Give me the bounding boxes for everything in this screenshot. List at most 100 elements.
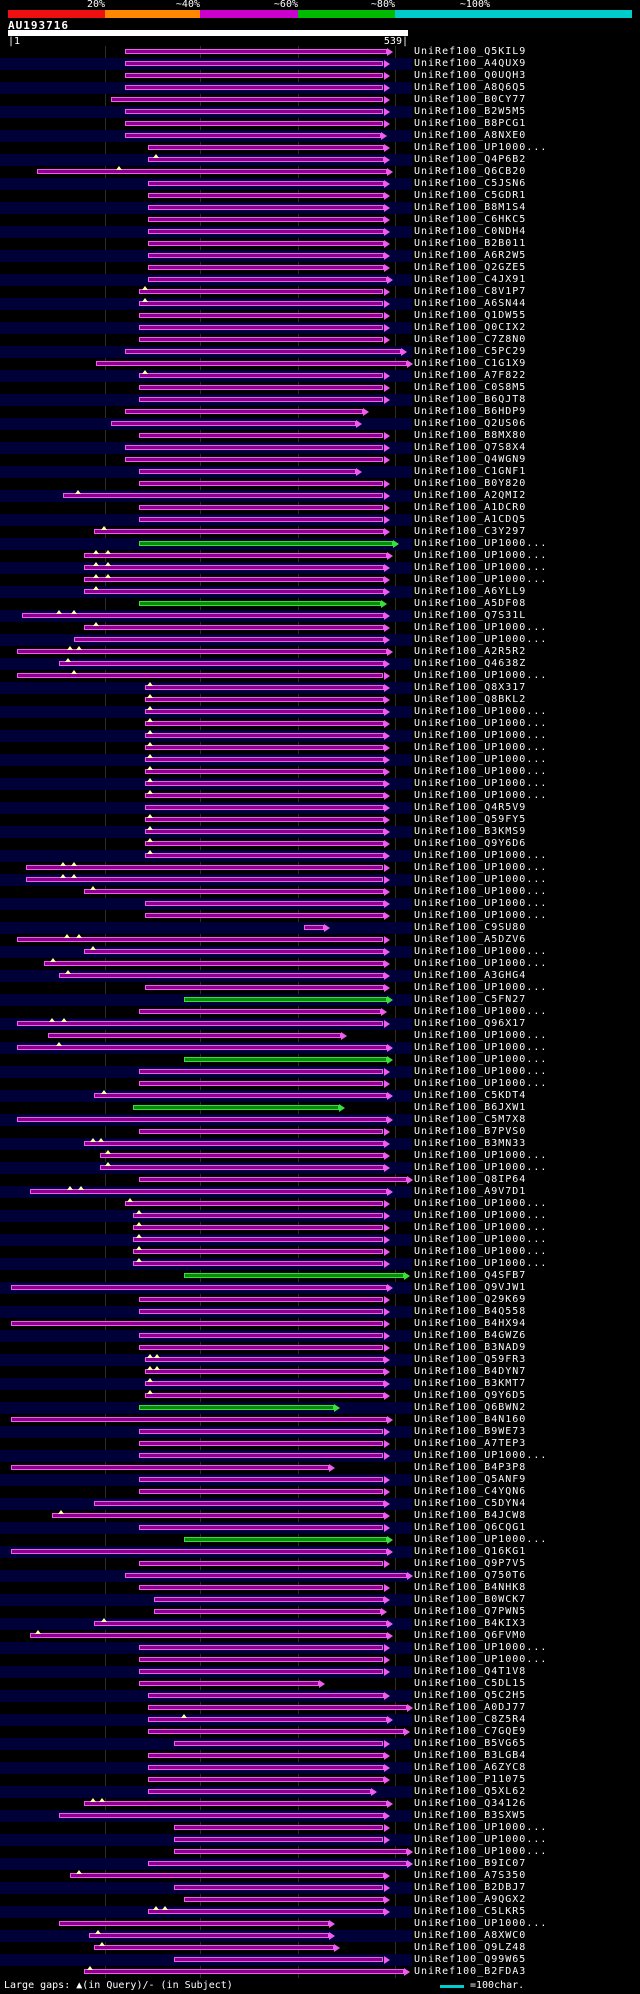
hit-alignment-bar[interactable]: [139, 289, 384, 294]
hit-alignment-bar[interactable]: [16, 673, 384, 678]
hit-alignment-bar[interactable]: [148, 157, 384, 162]
hit-alignment-bar[interactable]: [84, 889, 384, 894]
hit-label[interactable]: UniRef100_Q8X317: [414, 682, 527, 693]
hit-label[interactable]: UniRef100_UP1000...: [414, 1846, 548, 1857]
hit-alignment-bar[interactable]: [148, 1717, 388, 1722]
hit-alignment-bar[interactable]: [59, 1813, 384, 1818]
hit-label[interactable]: UniRef100_C5FN27: [414, 994, 527, 1005]
hit-alignment-bar[interactable]: [84, 625, 384, 630]
hit-alignment-bar[interactable]: [174, 1741, 384, 1746]
hit-label[interactable]: UniRef100_B8M1S4: [414, 202, 527, 213]
hit-alignment-bar[interactable]: [144, 985, 384, 990]
hit-alignment-bar[interactable]: [133, 1249, 384, 1254]
hit-alignment-bar[interactable]: [144, 1381, 384, 1386]
hit-alignment-bar[interactable]: [139, 1585, 384, 1590]
hit-label[interactable]: UniRef100_A7TEP3: [414, 1438, 527, 1449]
hit-label[interactable]: UniRef100_B4DYN7: [414, 1366, 527, 1377]
hit-alignment-bar[interactable]: [139, 325, 384, 330]
hit-alignment-bar[interactable]: [139, 1441, 384, 1446]
hit-label[interactable]: UniRef100_B4NHK8: [414, 1582, 527, 1593]
hit-label[interactable]: UniRef100_Q9Y6D6: [414, 838, 527, 849]
hit-label[interactable]: UniRef100_UP1000...: [414, 1150, 548, 1161]
hit-alignment-bar[interactable]: [174, 1837, 384, 1842]
hit-alignment-bar[interactable]: [29, 1633, 388, 1638]
hit-alignment-bar[interactable]: [148, 1765, 384, 1770]
hit-label[interactable]: UniRef100_B4JCW8: [414, 1510, 527, 1521]
hit-alignment-bar[interactable]: [139, 1333, 384, 1338]
hit-label[interactable]: UniRef100_UP1000...: [414, 622, 548, 633]
hit-label[interactable]: UniRef100_B6JXW1: [414, 1102, 527, 1113]
hit-label[interactable]: UniRef100_UP1000...: [414, 946, 548, 957]
hit-alignment-bar[interactable]: [144, 913, 384, 918]
hit-alignment-bar[interactable]: [139, 1297, 384, 1302]
hit-alignment-bar[interactable]: [139, 1081, 384, 1086]
hit-label[interactable]: UniRef100_Q5C2H5: [414, 1690, 527, 1701]
hit-alignment-bar[interactable]: [84, 553, 388, 558]
hit-label[interactable]: UniRef100_Q59FR3: [414, 1354, 527, 1365]
hit-label[interactable]: UniRef100_Q4R5V9: [414, 802, 527, 813]
hit-alignment-bar[interactable]: [304, 925, 325, 930]
hit-label[interactable]: UniRef100_UP1000...: [414, 958, 548, 969]
hit-alignment-bar[interactable]: [144, 685, 384, 690]
hit-label[interactable]: UniRef100_B2B011: [414, 238, 527, 249]
hit-label[interactable]: UniRef100_Q9LZ48: [414, 1942, 527, 1953]
hit-alignment-bar[interactable]: [154, 1597, 384, 1602]
hit-label[interactable]: UniRef100_A5DZV6: [414, 934, 527, 945]
hit-alignment-bar[interactable]: [139, 1561, 384, 1566]
hit-alignment-bar[interactable]: [174, 1825, 384, 1830]
hit-alignment-bar[interactable]: [10, 1285, 388, 1290]
hit-alignment-bar[interactable]: [144, 721, 384, 726]
hit-label[interactable]: UniRef100_B3KMS9: [414, 826, 527, 837]
hit-label[interactable]: UniRef100_B3MN33: [414, 1138, 527, 1149]
hit-alignment-bar[interactable]: [139, 1309, 384, 1314]
hit-label[interactable]: UniRef100_Q5XL62: [414, 1786, 527, 1797]
hit-label[interactable]: UniRef100_UP1000...: [414, 754, 548, 765]
hit-label[interactable]: UniRef100_Q34126: [414, 1798, 527, 1809]
hit-label[interactable]: UniRef100_C8Z5R4: [414, 1714, 527, 1725]
hit-alignment-bar[interactable]: [139, 601, 381, 606]
hit-label[interactable]: UniRef100_C4JX91: [414, 274, 527, 285]
hit-alignment-bar[interactable]: [111, 97, 384, 102]
hit-label[interactable]: UniRef100_B8MX80: [414, 430, 527, 441]
hit-alignment-bar[interactable]: [124, 409, 364, 414]
hit-label[interactable]: UniRef100_B9IC07: [414, 1858, 527, 1869]
hit-label[interactable]: UniRef100_Q5KIL9: [414, 46, 527, 57]
hit-label[interactable]: UniRef100_A2QMI2: [414, 490, 527, 501]
hit-alignment-bar[interactable]: [124, 85, 384, 90]
hit-alignment-bar[interactable]: [84, 1801, 388, 1806]
hit-alignment-bar[interactable]: [48, 1033, 342, 1038]
hit-label[interactable]: UniRef100_UP1000...: [414, 910, 548, 921]
hit-alignment-bar[interactable]: [148, 1909, 384, 1914]
hit-label[interactable]: UniRef100_Q4WGN9: [414, 454, 527, 465]
hit-alignment-bar[interactable]: [174, 1885, 384, 1890]
hit-label[interactable]: UniRef100_B8PCG1: [414, 118, 527, 129]
hit-label[interactable]: UniRef100_C8V1P7: [414, 286, 527, 297]
hit-alignment-bar[interactable]: [139, 1489, 384, 1494]
hit-alignment-bar[interactable]: [144, 733, 384, 738]
hit-label[interactable]: UniRef100_B4Q558: [414, 1306, 527, 1317]
hit-alignment-bar[interactable]: [174, 1957, 384, 1962]
hit-label[interactable]: UniRef100_B4KIX3: [414, 1618, 527, 1629]
hit-label[interactable]: UniRef100_UP1000...: [414, 778, 548, 789]
hit-alignment-bar[interactable]: [22, 613, 384, 618]
hit-label[interactable]: UniRef100_B3SXW5: [414, 1810, 527, 1821]
hit-alignment-bar[interactable]: [174, 1849, 407, 1854]
hit-label[interactable]: UniRef100_UP1000...: [414, 1054, 548, 1065]
hit-alignment-bar[interactable]: [133, 1261, 384, 1266]
hit-label[interactable]: UniRef100_Q2GZE5: [414, 262, 527, 273]
hit-alignment-bar[interactable]: [124, 121, 384, 126]
hit-label[interactable]: UniRef100_UP1000...: [414, 574, 548, 585]
hit-alignment-bar[interactable]: [144, 781, 384, 786]
hit-alignment-bar[interactable]: [144, 1357, 384, 1362]
hit-alignment-bar[interactable]: [148, 1777, 384, 1782]
hit-alignment-bar[interactable]: [124, 49, 388, 54]
hit-alignment-bar[interactable]: [124, 61, 384, 66]
hit-label[interactable]: UniRef100_UP1000...: [414, 670, 548, 681]
hit-label[interactable]: UniRef100_C7GQE9: [414, 1726, 527, 1737]
hit-label[interactable]: UniRef100_UP1000...: [414, 766, 548, 777]
hit-label[interactable]: UniRef100_UP1000...: [414, 1246, 548, 1257]
hit-label[interactable]: UniRef100_Q29K69: [414, 1294, 527, 1305]
hit-alignment-bar[interactable]: [139, 337, 384, 342]
hit-label[interactable]: UniRef100_C0S8M5: [414, 382, 527, 393]
hit-alignment-bar[interactable]: [124, 1573, 407, 1578]
